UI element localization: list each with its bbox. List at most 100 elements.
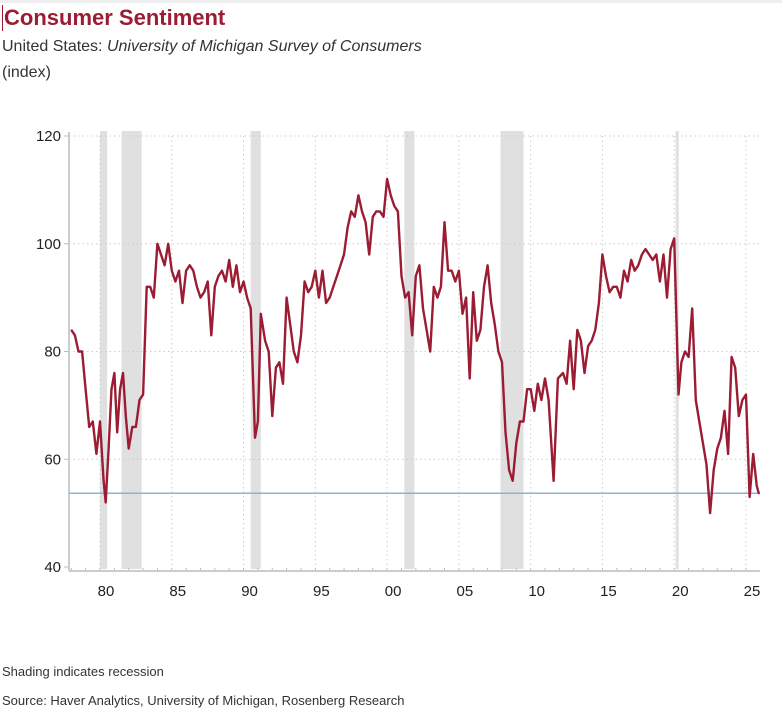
data-point — [630, 259, 632, 261]
data-point — [95, 453, 98, 455]
data-point — [336, 275, 338, 277]
data-point — [397, 210, 399, 213]
data-point — [85, 388, 87, 390]
data-point — [242, 280, 245, 283]
data-point — [705, 464, 708, 466]
data-point — [171, 270, 173, 272]
data-point — [569, 340, 571, 342]
data-point — [601, 253, 604, 256]
data-point — [119, 388, 121, 390]
data-point — [382, 216, 385, 218]
data-point — [659, 280, 661, 283]
data-point — [594, 329, 596, 331]
data-point — [343, 253, 345, 256]
data-point — [548, 399, 550, 401]
data-point — [156, 243, 159, 245]
data-point — [580, 340, 582, 342]
data-point — [695, 399, 697, 401]
data-point — [131, 426, 133, 428]
data-point — [149, 286, 151, 288]
data-point — [77, 350, 80, 353]
data-point — [583, 372, 586, 374]
data-point — [573, 388, 575, 390]
data-point — [88, 426, 90, 428]
data-point — [321, 270, 324, 272]
data-point — [738, 415, 740, 417]
data-point — [289, 323, 291, 326]
data-point — [748, 496, 751, 498]
data-point — [207, 280, 209, 283]
data-point — [623, 270, 625, 272]
data-point — [113, 372, 115, 374]
y-tick-label: 80 — [44, 344, 61, 361]
data-point — [673, 237, 675, 239]
data-point — [347, 226, 349, 229]
data-point — [339, 264, 342, 266]
data-point — [368, 253, 370, 256]
data-point — [271, 415, 273, 417]
data-point — [228, 259, 230, 261]
data-point — [372, 216, 374, 218]
y-tick-label: 100 — [36, 236, 61, 253]
data-point — [490, 302, 492, 304]
data-point — [758, 493, 760, 495]
data-point — [454, 280, 456, 283]
data-point — [354, 216, 356, 218]
data-point — [217, 275, 220, 277]
data-point — [246, 297, 248, 299]
data-point — [128, 447, 130, 450]
data-point — [102, 480, 105, 482]
chart-title: Consumer Sentiment — [2, 5, 226, 31]
data-point — [105, 501, 107, 503]
data-point — [731, 356, 733, 358]
data-point — [142, 394, 144, 396]
data-point — [125, 415, 127, 417]
data-point — [713, 469, 715, 471]
data-point — [174, 280, 176, 283]
x-tick-label: 05 — [457, 583, 474, 600]
data-point — [400, 275, 403, 277]
data-point — [70, 329, 72, 331]
data-point — [386, 178, 388, 180]
data-point — [605, 275, 607, 277]
data-point — [670, 248, 672, 250]
data-point — [691, 307, 693, 309]
data-point — [235, 264, 237, 266]
data-point — [210, 334, 212, 336]
data-point — [189, 264, 191, 266]
data-point — [225, 280, 227, 283]
data-point — [487, 264, 489, 266]
data-point — [626, 280, 629, 283]
x-tick-label: 85 — [169, 583, 186, 600]
data-point — [504, 431, 507, 433]
data-point — [296, 361, 298, 363]
recession-band — [500, 131, 524, 569]
data-point — [433, 286, 435, 288]
x-tick-label: 15 — [600, 583, 617, 600]
data-point — [587, 345, 589, 347]
data-point — [203, 291, 205, 293]
y-tick-label: 60 — [44, 451, 61, 468]
data-point — [684, 350, 686, 353]
data-point — [522, 420, 525, 423]
data-point — [553, 480, 555, 482]
data-point — [311, 286, 313, 288]
x-tick-label: 90 — [241, 583, 258, 600]
data-point — [616, 286, 618, 288]
data-point — [303, 280, 306, 283]
data-point — [530, 388, 532, 390]
recession-band — [404, 131, 415, 569]
data-point — [756, 485, 758, 487]
data-point — [329, 297, 331, 299]
data-point — [562, 372, 564, 374]
data-point — [634, 270, 636, 272]
data-point — [415, 275, 417, 277]
data-point — [476, 340, 478, 342]
data-point — [332, 286, 334, 288]
data-point — [609, 291, 611, 293]
data-point — [92, 420, 94, 423]
data-point — [160, 253, 162, 256]
data-point — [307, 291, 309, 293]
data-point — [361, 210, 363, 213]
